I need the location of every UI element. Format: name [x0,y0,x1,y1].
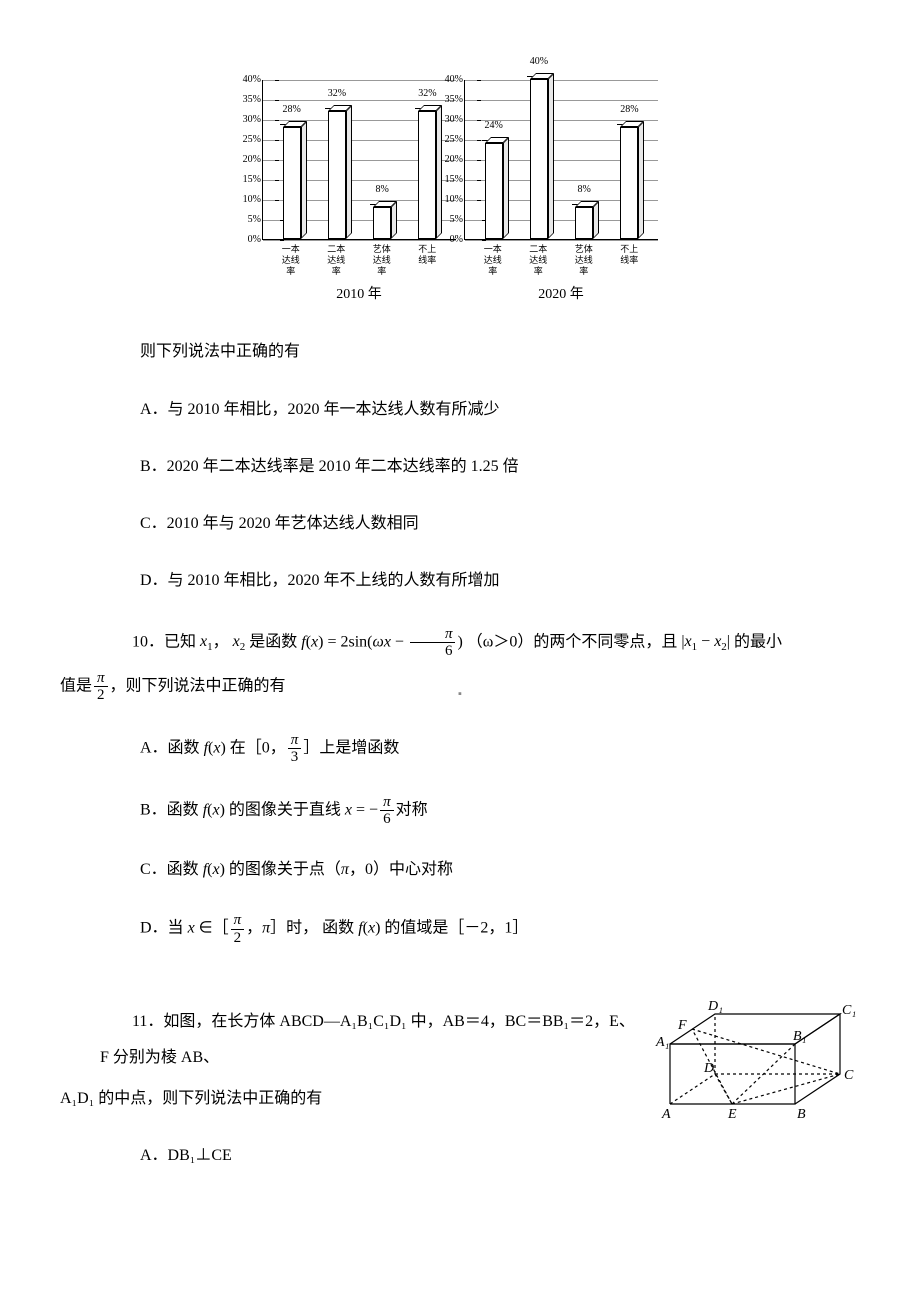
q11-text: 11．如图，在长方体 ABCD—A₁B₁C₁D₁ 中，AB＝4，BC＝BB₁＝2… [100,1004,640,1074]
charts-container: 0%5%10%15%20%25%30%35%40%28%32%8%32% 一本达… [60,80,860,308]
q9-option-b: B．2020 年二本达线率是 2010 年二本达线率的 1.25 倍 [140,453,860,482]
label-D: D [703,1061,714,1076]
q9-option-c: C．2010 年与 2020 年艺体达线人数相同 [140,510,860,539]
q10-option-b: B．函数 f(x) 的图像关于直线 x = −π6对称 [140,794,860,828]
q11-row: 11．如图，在长方体 ABCD—A₁B₁C₁D₁ 中，AB＝4，BC＝BB₁＝2… [60,974,860,1198]
label-B: B [797,1107,806,1122]
chart-2020-title: 2020 年 [538,282,584,307]
label-D1: D₁ [707,999,723,1014]
q11-text-2: A₁D₁ 的中点，则下列说法中正确的有 [60,1085,640,1114]
q9-option-d: D．与 2010 年相比，2020 年不上线的人数有所增加 [140,567,860,596]
q9-intro: 则下列说法中正确的有 [140,338,860,367]
q11-option-a: A．DB₁⊥CE [140,1142,640,1171]
label-F: F [677,1018,687,1033]
q10-option-d: D．当 x ∈［π2，π］时， 函数 f(x) 的值域是［－2，1］ [140,912,860,946]
label-E: E [727,1107,737,1122]
label-C1: C₁ [842,1003,856,1018]
chart-2010: 0%5%10%15%20%25%30%35%40%28%32%8%32% 一本达… [262,80,456,308]
label-B1: B₁ [793,1029,806,1044]
q10-text: 10．已知 x1， x2 是函数 f(x) = 2sin(ωx − π6) （ω… [100,626,860,660]
label-A1: A₁ [655,1035,669,1050]
q10-option-c: C．函数 f(x) 的图像关于点（π，0）中心对称 [140,856,860,885]
q11-figure: A B C D A₁ B₁ C₁ D₁ E F [650,974,860,1135]
q9-option-a: A．与 2010 年相比，2020 年一本达线人数有所减少 [140,396,860,425]
label-C: C [844,1068,854,1083]
q10-option-a: A．函数 f(x) 在［0，π3］上是增函数 [140,732,860,766]
chart-2010-title: 2010 年 [336,282,382,307]
label-A: A [661,1107,671,1122]
page-marker: ▪ [458,685,462,705]
chart-2020: 0%5%10%15%20%25%30%35%40%24%40%8%28% 一本达… [464,80,658,308]
